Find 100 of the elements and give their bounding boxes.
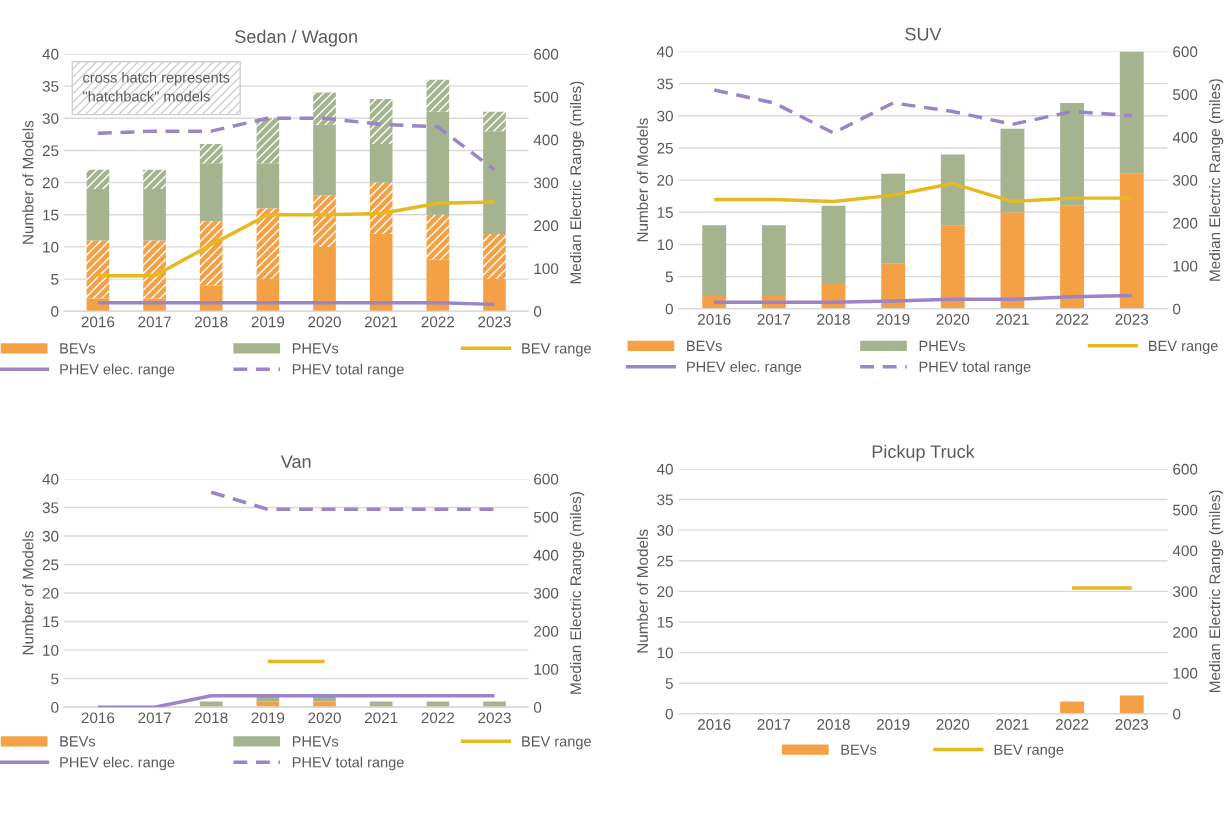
x-tick-label: 2023 <box>1115 719 1149 730</box>
bar <box>881 263 906 309</box>
legend-label: BEVs <box>60 736 96 747</box>
bar <box>369 144 393 183</box>
y2-tick-label: 200 <box>1173 627 1198 638</box>
y2-tick-label: 400 <box>533 549 559 561</box>
y2-axis-title: Median Electric Range (miles) <box>569 81 585 284</box>
legend-label: BEVs <box>841 744 877 755</box>
x-tick-label: 2016 <box>81 712 115 724</box>
x-tick-label: 2019 <box>876 314 910 325</box>
y2-tick-label: 100 <box>534 663 559 675</box>
y-axis-title: Number of Models <box>636 529 648 653</box>
bar <box>426 111 450 215</box>
bar <box>940 225 965 309</box>
y-tick-label: 20 <box>42 587 59 599</box>
x-tick-label: 2018 <box>194 712 228 724</box>
x-tick-label: 2018 <box>817 719 850 730</box>
bar <box>86 169 110 190</box>
y-tick-label: 40 <box>656 463 673 475</box>
line-series <box>96 116 497 172</box>
y2-tick-label: 500 <box>1173 504 1198 516</box>
y-tick-label: 30 <box>657 110 673 122</box>
x-tick-label: 2020 <box>936 719 970 730</box>
y-tick-label: 5 <box>665 678 673 689</box>
x-tick-label: 2016 <box>81 316 115 328</box>
y-tick-label: 5 <box>51 274 59 285</box>
x-tick-label: 2021 <box>996 314 1029 325</box>
y2-tick-label: 400 <box>1172 132 1198 143</box>
chart-title: Van <box>280 455 311 468</box>
y2-tick-label: 0 <box>533 306 542 317</box>
legend-label: PHEVs <box>292 343 339 354</box>
line-series <box>712 293 1134 305</box>
y2-tick-label: 0 <box>1173 303 1181 315</box>
y-tick-label: 30 <box>42 530 59 542</box>
y2-tick-label: 600 <box>534 48 559 60</box>
x-tick-label: 2017 <box>757 719 791 730</box>
bar <box>199 144 223 164</box>
y-tick-label: 25 <box>657 142 673 154</box>
x-tick-label: 2022 <box>1055 719 1089 730</box>
bar <box>199 163 223 222</box>
bar <box>1119 51 1144 174</box>
legend-label: PHEVs <box>919 340 965 352</box>
y-tick-label: 15 <box>43 616 59 628</box>
x-tick-label: 2021 <box>364 712 398 724</box>
legend-label: PHEV total range <box>919 361 1031 375</box>
y-tick-label: 25 <box>42 559 59 571</box>
bar <box>256 118 280 164</box>
annotation: cross hatch represents "hatchback" models <box>83 71 230 102</box>
legend-label: PHEV elec. range <box>687 361 802 375</box>
bar <box>940 154 965 226</box>
bar <box>369 182 393 235</box>
y-tick-label: 35 <box>42 80 59 92</box>
y-tick-label: 25 <box>657 555 673 567</box>
y2-tick-label: 100 <box>1173 667 1198 679</box>
y2-tick-label: 600 <box>1173 46 1198 58</box>
bar <box>1060 205 1085 309</box>
legend-label: BEVs <box>687 340 722 352</box>
y-tick-label: 40 <box>42 473 59 485</box>
line-series <box>96 200 497 278</box>
legend-label: PHEV elec. range <box>60 756 175 771</box>
y2-tick-label: 0 <box>1173 708 1181 720</box>
y-axis-title: Number of Models <box>22 531 34 655</box>
y-tick-label: 35 <box>657 494 673 506</box>
y2-axis-title: Median Electric Range (miles) <box>1209 490 1224 692</box>
bar <box>483 111 506 132</box>
y2-tick-label: 600 <box>1173 463 1198 475</box>
x-tick-label: 2017 <box>138 316 171 328</box>
bar <box>313 246 336 312</box>
bar <box>1119 173 1144 309</box>
y2-tick-label: 600 <box>534 473 559 485</box>
y2-tick-label: 300 <box>533 177 559 189</box>
y2-tick-label: 500 <box>1173 89 1198 101</box>
bar <box>1000 212 1025 309</box>
bar <box>369 98 393 145</box>
y-axis-title: Number of Models <box>22 120 34 244</box>
x-tick-label: 2023 <box>478 316 511 328</box>
y2-tick-label: 400 <box>533 134 559 146</box>
x-tick-label: 2020 <box>936 314 970 325</box>
bar <box>256 208 280 280</box>
y-tick-label: 5 <box>51 673 59 685</box>
x-tick-label: 2017 <box>138 712 171 724</box>
y-tick-label: 10 <box>657 239 673 251</box>
y2-tick-label: 200 <box>534 625 559 637</box>
bar <box>143 240 166 299</box>
x-tick-label: 2018 <box>817 314 850 325</box>
x-tick-label: 2016 <box>697 314 731 325</box>
y-tick-label: 0 <box>665 708 673 720</box>
y2-tick-label: 500 <box>533 511 559 523</box>
x-tick-label: 2020 <box>308 712 341 724</box>
bar <box>483 131 506 235</box>
x-tick-label: 2022 <box>421 316 455 328</box>
y-tick-label: 10 <box>43 241 59 253</box>
x-tick-label: 2020 <box>308 316 341 328</box>
legend-label: BEV range <box>522 736 591 750</box>
y2-tick-label: 0 <box>533 702 542 713</box>
y-tick-label: 35 <box>42 502 59 514</box>
y-tick-label: 15 <box>43 209 59 221</box>
x-tick-label: 2019 <box>876 719 910 730</box>
y-tick-label: 10 <box>43 644 59 656</box>
y-tick-label: 30 <box>42 113 59 124</box>
